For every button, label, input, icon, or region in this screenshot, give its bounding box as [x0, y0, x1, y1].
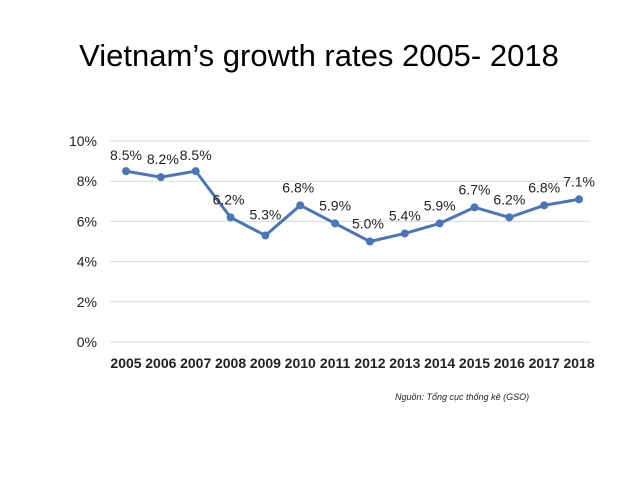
data-point	[505, 213, 514, 222]
y-tick-label: 8%	[77, 173, 97, 189]
data-label: 5.3%	[249, 206, 281, 222]
data-label: 6.7%	[459, 181, 491, 197]
x-tick-label: 2017	[529, 355, 560, 371]
x-tick-label: 2008	[215, 355, 246, 371]
y-tick-label: 10%	[69, 133, 97, 149]
data-point	[226, 213, 235, 222]
data-label: 6.8%	[528, 179, 560, 195]
x-tick-label: 2007	[180, 355, 211, 371]
y-tick-label: 0%	[77, 334, 97, 350]
x-tick-label: 2009	[250, 355, 281, 371]
data-label: 5.9%	[424, 197, 456, 213]
x-tick-label: 2015	[459, 355, 490, 371]
data-label: 5.4%	[389, 207, 421, 223]
data-point	[156, 173, 165, 182]
data-label: 6.2%	[493, 191, 525, 207]
growth-series	[125, 169, 580, 243]
y-tick-label: 4%	[77, 254, 97, 270]
slide-title: Vietnam’s growth rates 2005- 2018	[79, 38, 559, 73]
x-tick-label: 2013	[389, 355, 420, 371]
data-point	[540, 201, 549, 210]
gridlines	[110, 140, 590, 343]
data-label: 8.5%	[180, 147, 212, 163]
data-point	[365, 237, 374, 246]
data-point	[261, 231, 270, 240]
data-point	[122, 167, 130, 176]
data-point	[191, 167, 200, 176]
data-labels: 8.5% 8.2% 8.5%6.2%5.3%6.8%5.9%5.0%5.4%5.9%…	[110, 147, 595, 231]
x-tick-label: 2006	[145, 355, 176, 371]
data-label: 5.0%	[352, 216, 384, 232]
y-axis-tick-labels: 0% 2% 4% 6% 8% 10%	[69, 133, 97, 350]
x-tick-label: 2005	[110, 355, 141, 371]
data-label: 8.2%	[147, 151, 179, 167]
x-axis-tick-labels: 2005 2006 2007 2008 2009 2010 2011 2012 2013 2014…	[110, 355, 594, 371]
x-tick-label: 2018	[563, 355, 594, 371]
data-label: 8.5%	[110, 147, 142, 163]
x-tick-label: 2014	[424, 355, 455, 371]
data-label: 5.9%	[319, 197, 351, 213]
x-tick-label: 2016	[494, 355, 525, 371]
y-tick-label: 6%	[77, 213, 97, 229]
data-point	[470, 203, 479, 212]
data-label: 7.1%	[563, 173, 595, 189]
x-tick-label: 2012	[354, 355, 385, 371]
x-tick-label: 2011	[320, 355, 351, 371]
data-point	[575, 195, 584, 204]
data-points	[122, 167, 584, 246]
y-tick-label: 2%	[77, 294, 97, 310]
source-note: Nguồn: Tổng cục thống kê (GSO)	[395, 392, 530, 402]
series-line	[125, 169, 580, 243]
x-tick-label: 2010	[285, 355, 316, 371]
data-point	[296, 201, 305, 210]
data-point	[331, 219, 340, 228]
data-label: 6.8%	[282, 179, 314, 195]
data-point	[400, 229, 409, 238]
data-point	[435, 219, 444, 228]
data-label: 6.2%	[213, 191, 245, 207]
